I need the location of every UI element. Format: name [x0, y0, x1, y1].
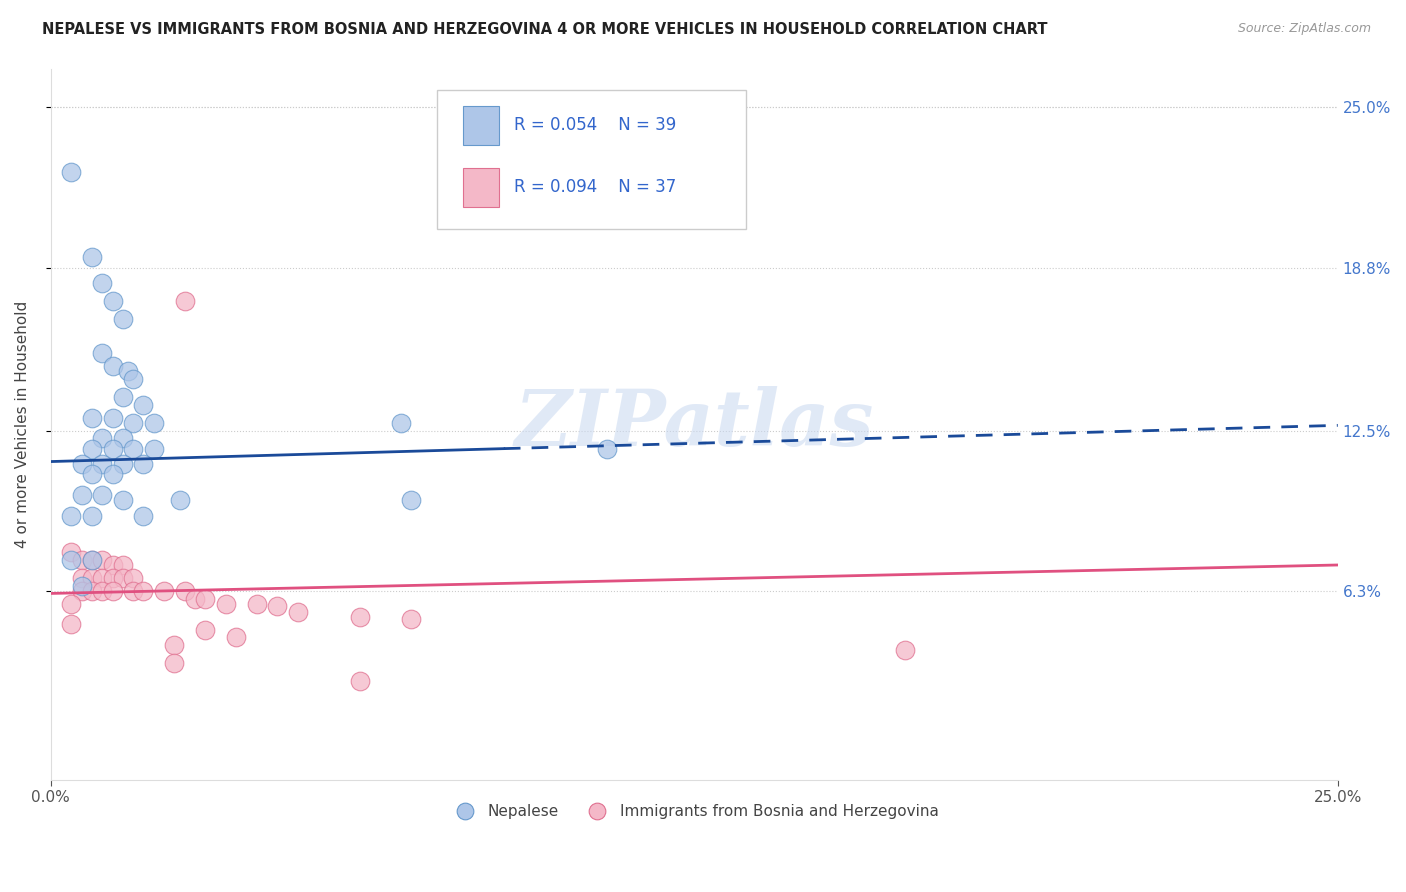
Point — [60, 508, 83, 523]
Point — [80, 508, 103, 523]
Point — [70, 571, 93, 585]
Point — [60, 545, 83, 559]
Point — [91, 431, 114, 445]
Point — [111, 571, 134, 585]
Point — [91, 553, 114, 567]
Point — [163, 657, 186, 671]
Point — [80, 571, 103, 585]
Point — [70, 553, 93, 567]
Point — [91, 346, 114, 360]
Point — [215, 597, 238, 611]
Point — [399, 612, 422, 626]
Point — [60, 553, 83, 567]
Point — [132, 583, 155, 598]
Point — [101, 558, 124, 572]
Point — [101, 467, 124, 482]
Point — [122, 416, 145, 430]
Point — [80, 583, 103, 598]
Point — [399, 493, 422, 508]
Point — [80, 467, 103, 482]
Point — [349, 674, 371, 689]
Point — [91, 276, 114, 290]
Point — [60, 617, 83, 632]
Point — [246, 597, 269, 611]
Point — [122, 372, 145, 386]
Point — [101, 359, 124, 373]
Point — [80, 442, 103, 456]
Point — [122, 583, 145, 598]
Point — [173, 583, 195, 598]
Point — [111, 493, 134, 508]
FancyBboxPatch shape — [437, 90, 745, 228]
Bar — [463, 106, 499, 145]
Point — [132, 508, 155, 523]
Text: R = 0.054    N = 39: R = 0.054 N = 39 — [515, 117, 676, 135]
Point — [101, 442, 124, 456]
Point — [194, 623, 217, 637]
Point — [163, 638, 186, 652]
Point — [184, 591, 207, 606]
Point — [91, 583, 114, 598]
Point — [80, 410, 103, 425]
Point — [91, 457, 114, 471]
Point — [194, 591, 217, 606]
Point — [117, 364, 139, 378]
Point — [91, 488, 114, 502]
Point — [122, 571, 145, 585]
Point — [132, 398, 155, 412]
Point — [142, 442, 165, 456]
Point — [70, 579, 93, 593]
Text: NEPALESE VS IMMIGRANTS FROM BOSNIA AND HERZEGOVINA 4 OR MORE VEHICLES IN HOUSEHO: NEPALESE VS IMMIGRANTS FROM BOSNIA AND H… — [42, 22, 1047, 37]
Point — [122, 442, 145, 456]
Point — [111, 558, 134, 572]
Point — [101, 571, 124, 585]
Bar — [463, 168, 499, 207]
Point — [173, 294, 195, 309]
Point — [60, 597, 83, 611]
Point — [60, 165, 83, 179]
Point — [894, 643, 917, 657]
Point — [70, 488, 93, 502]
Point — [101, 294, 124, 309]
Point — [111, 431, 134, 445]
Point — [287, 605, 309, 619]
Text: Source: ZipAtlas.com: Source: ZipAtlas.com — [1237, 22, 1371, 36]
Point — [80, 553, 103, 567]
Text: ZIPatlas: ZIPatlas — [515, 386, 875, 462]
Text: R = 0.094    N = 37: R = 0.094 N = 37 — [515, 178, 676, 196]
Point — [80, 553, 103, 567]
Point — [153, 583, 176, 598]
Point — [91, 571, 114, 585]
Point — [111, 457, 134, 471]
Point — [101, 583, 124, 598]
Point — [101, 410, 124, 425]
Point — [169, 493, 191, 508]
Point — [596, 442, 619, 456]
Point — [111, 390, 134, 404]
Point — [80, 250, 103, 264]
Point — [142, 416, 165, 430]
Point — [111, 312, 134, 326]
Point — [349, 609, 371, 624]
Point — [132, 457, 155, 471]
Point — [70, 583, 93, 598]
Point — [225, 631, 247, 645]
Point — [70, 457, 93, 471]
Y-axis label: 4 or more Vehicles in Household: 4 or more Vehicles in Household — [15, 301, 30, 548]
Point — [266, 599, 288, 614]
Point — [389, 416, 412, 430]
Legend: Nepalese, Immigrants from Bosnia and Herzegovina: Nepalese, Immigrants from Bosnia and Her… — [443, 798, 945, 825]
